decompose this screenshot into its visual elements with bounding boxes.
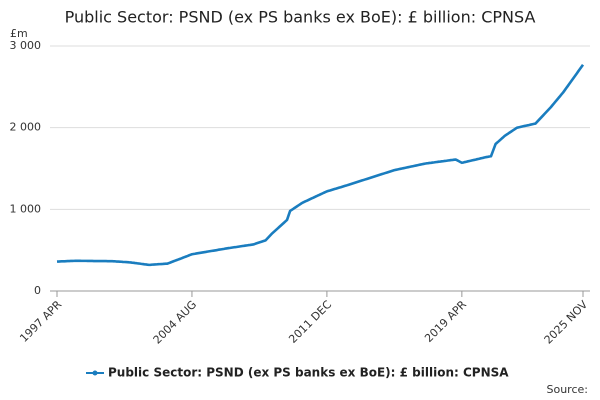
y-axis-unit: £m: [10, 27, 28, 40]
source: Source:: [547, 383, 589, 396]
legend-label: Public Sector: PSND (ex PS banks ex BoE)…: [108, 366, 509, 380]
y-tick-label: 0: [34, 284, 41, 297]
y-tick-label: 2 000: [10, 121, 42, 134]
x-tick-label: 2019 APR: [422, 298, 469, 345]
x-tick-label: 2025 NOV: [542, 298, 591, 347]
legend-marker: [92, 370, 98, 376]
y-tick-label: 1 000: [10, 202, 42, 215]
x-tick-label: 1997 APR: [17, 298, 64, 345]
x-tick-label: 2011 DEC: [286, 298, 334, 346]
chart-title: Public Sector: PSND (ex PS banks ex BoE)…: [65, 8, 536, 27]
line: [56, 64, 585, 267]
y-tick-label: 3 000: [10, 39, 42, 52]
x-tick-label: 2004 AUG: [151, 298, 200, 347]
